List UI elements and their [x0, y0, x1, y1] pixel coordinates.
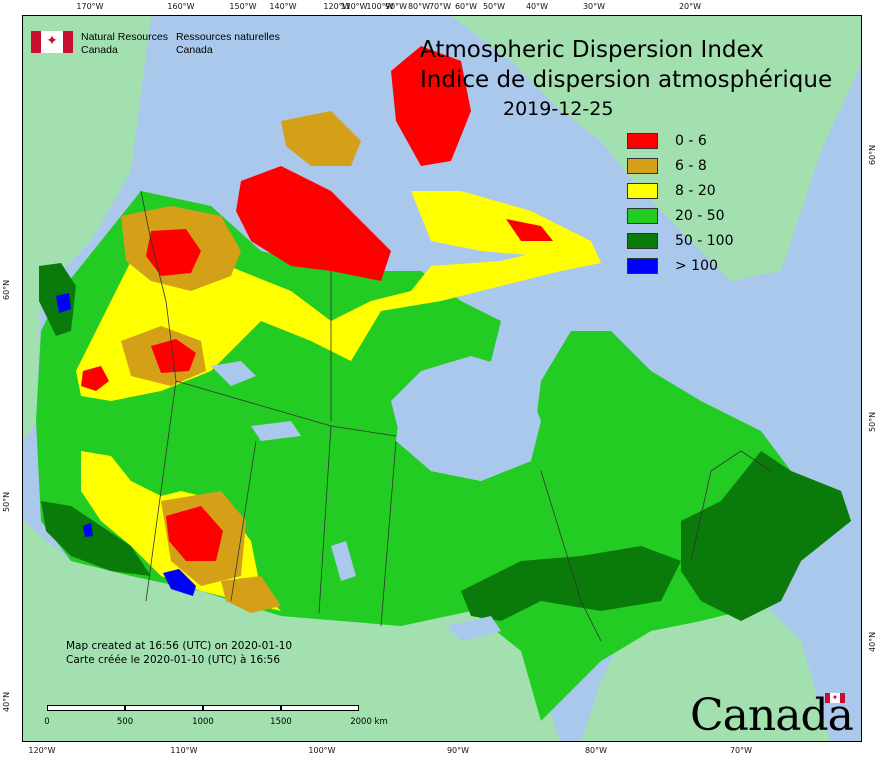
- lon-tick-top: 160°W: [167, 2, 195, 11]
- scale-label: 0: [44, 717, 50, 727]
- adi-zone-orange: [221, 576, 281, 613]
- adi-zone-blue: [163, 569, 196, 596]
- scale-label: 1000: [192, 717, 214, 727]
- legend-swatch: [627, 133, 658, 149]
- dept-name-en: Natural Resources Canada: [81, 31, 168, 56]
- wordmark-flag-icon: ✦: [825, 693, 845, 703]
- great-slave-lake-water: [251, 421, 301, 441]
- lon-tick-bottom: 120°W: [28, 746, 56, 755]
- scale-bar: 0 500 1000 1500 2000 km: [44, 705, 388, 729]
- scale-label: 2000 km: [350, 717, 388, 727]
- lon-tick-top: 70°W: [428, 2, 452, 11]
- adi-zone-red: [81, 366, 109, 391]
- legend-item: 8 - 20: [627, 183, 716, 199]
- creation-credit: Map created at 16:56 (UTC) on 2020-01-10…: [66, 639, 292, 667]
- scale-label: 1500: [270, 717, 292, 727]
- lon-tick-top: 140°W: [269, 2, 297, 11]
- map-svg: [23, 16, 861, 741]
- scale-segment: [47, 705, 125, 711]
- legend-swatch: [627, 258, 658, 274]
- nrcan-signature: ✦ Natural Resources Canada Ressources na…: [31, 31, 280, 57]
- scale-label: 500: [116, 717, 134, 727]
- lon-tick-top: 40°W: [525, 2, 549, 11]
- legend-swatch: [627, 208, 658, 224]
- lake-superior-water: [446, 616, 501, 641]
- lon-tick-bottom: 80°W: [584, 746, 608, 755]
- credit-fr: Carte créée le 2020-01-10 (UTC) à 16:56: [66, 654, 281, 666]
- lon-tick-bottom: 100°W: [308, 746, 336, 755]
- lat-tick-left: 40°N: [2, 691, 11, 712]
- scale-segment: [281, 705, 359, 711]
- usa-land: [23, 521, 561, 741]
- canada-flag-icon: ✦: [31, 31, 73, 53]
- adi-zone-darkgreen: [461, 546, 681, 621]
- adi-zone-red: [166, 506, 223, 561]
- lon-tick-top: 170°W: [76, 2, 104, 11]
- map-canvas[interactable]: [22, 15, 862, 742]
- lat-tick-right: 40°N: [868, 631, 877, 652]
- lon-tick-top: 100°W: [366, 2, 394, 11]
- legend-swatch: [627, 233, 658, 249]
- adi-zone-blue: [56, 293, 71, 313]
- adi-zone-red: [236, 166, 391, 281]
- alaska-land: [23, 16, 151, 441]
- lat-tick-left: 50°N: [2, 491, 11, 512]
- provincial-boundaries: [140, 190, 772, 642]
- legend-swatch: [627, 183, 658, 199]
- credit-en: Map created at 16:56 (UTC) on 2020-01-10: [66, 640, 293, 652]
- legend-item: 0 - 6: [627, 133, 707, 149]
- legend-item: 20 - 50: [627, 208, 725, 224]
- great-bear-lake-water: [211, 361, 256, 386]
- adi-zone-orange: [281, 111, 361, 166]
- adi-zone-yellow: [411, 191, 601, 263]
- lon-tick-top: 150°W: [229, 2, 257, 11]
- adi-zone-darkgreen: [41, 501, 151, 576]
- legend-label: 20 - 50: [675, 208, 725, 224]
- lon-tick-top: 110°W: [340, 2, 368, 11]
- lat-tick-right: 50°N: [868, 411, 877, 432]
- lon-tick-top: 30°W: [582, 2, 606, 11]
- map-title-en: Atmospheric Dispersion Index: [420, 37, 764, 63]
- legend-label: 50 - 100: [675, 233, 734, 249]
- lake-winnipeg-water: [331, 541, 356, 581]
- adi-zone-red: [506, 219, 553, 241]
- legend-label: 0 - 6: [675, 133, 707, 149]
- lon-tick-bottom: 90°W: [446, 746, 470, 755]
- lon-tick-top: 120°W: [323, 2, 351, 11]
- adi-zone-red: [391, 46, 471, 166]
- map-title-fr: Indice de dispersion atmosphérique: [420, 67, 833, 93]
- scale-segment: [203, 705, 281, 711]
- map-date: 2019-12-25: [503, 98, 614, 120]
- adi-zone-darkgreen: [681, 451, 851, 621]
- legend-label: 6 - 8: [675, 158, 707, 174]
- lon-tick-top: 20°W: [678, 2, 702, 11]
- lon-tick-bottom: 110°W: [170, 746, 198, 755]
- legend-label: 8 - 20: [675, 183, 716, 199]
- lat-tick-left: 60°N: [2, 279, 11, 300]
- adi-zone-blue: [83, 523, 93, 537]
- legend-label: > 100: [675, 258, 718, 274]
- lon-tick-top: 60°W: [454, 2, 478, 11]
- legend-item: 6 - 8: [627, 158, 707, 174]
- legend-item: > 100: [627, 258, 718, 274]
- legend-item: 50 - 100: [627, 233, 734, 249]
- lon-tick-bottom: 70°W: [729, 746, 753, 755]
- legend-swatch: [627, 158, 658, 174]
- lon-tick-top: 50°W: [482, 2, 506, 11]
- adi-zone-red: [151, 339, 196, 373]
- dept-name-fr: Ressources naturelles Canada: [175, 31, 280, 56]
- lon-tick-top: 80°W: [407, 2, 431, 11]
- lat-tick-right: 60°N: [868, 144, 877, 165]
- hudson-bay-water: [391, 356, 541, 481]
- lon-tick-top: 90°W: [384, 2, 408, 11]
- adi-zone-red: [146, 229, 201, 276]
- scale-segment: [125, 705, 203, 711]
